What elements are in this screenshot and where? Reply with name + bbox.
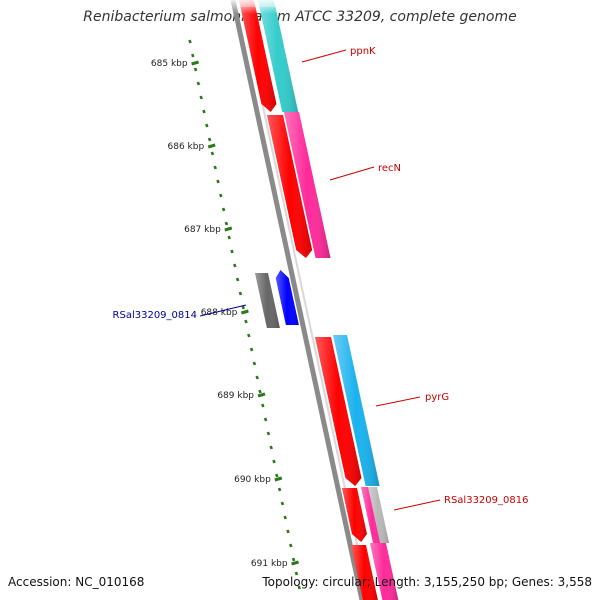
label-leader-ppnK [301,49,347,63]
cds-bar-shading [267,115,313,258]
ruler-tick-label: 686 kbp [168,142,205,152]
gene-bar-pyrg-shading [333,335,380,486]
ruler-minor-tick [224,221,229,226]
gene-bar-rsal0816-shading [368,487,390,543]
accession-text: Accession: NC_010168 [8,575,145,589]
ruler-minor-tick [252,361,257,366]
ruler-minor-tick [263,417,268,422]
ruler-minor-tick [294,571,299,576]
ruler-minor-tick [291,557,296,562]
cds-bar-shading [342,488,367,542]
map-title: Renibacterium salmoninarum ATCC 33209, c… [83,9,517,25]
ruler-minor-tick [289,543,293,548]
ruler-minor-tick [277,487,282,492]
ruler-minor-tick [207,137,212,142]
gene-track [237,0,399,600]
ruler-minor-tick [247,333,251,338]
ruler-minor-tick [235,277,240,282]
ruler-major-tick [191,60,200,66]
ruler-minor-tick [199,95,203,100]
gene-bar-recn-shading [284,112,331,258]
gene-label-pyrG[interactable]: pyrG [425,392,449,403]
cds-bar-shading [239,0,277,112]
ruler-minor-tick [227,235,231,240]
ruler-minor-tick [188,39,192,44]
ruler-minor-tick [297,585,301,590]
ruler-tick-label: 688 kbp [201,308,238,318]
ruler-tick-label: 689 kbp [217,391,254,401]
ruler-minor-tick [205,123,209,128]
ruler-major-tick [224,226,233,232]
ruler-minor-tick [219,193,223,198]
ruler-minor-tick [255,375,259,380]
gene-bar-grey-shading [255,273,280,328]
gene-bar-magenta-shading [370,543,399,600]
gene-label-rsal0816[interactable]: RSal33209_0816 [444,495,528,506]
ruler-minor-tick [213,165,217,170]
ruler: 685 kbp 686 kbp 687 kbp 688 kbp 689 kbp 690 k… [151,39,301,590]
ruler-minor-tick [230,249,234,254]
ruler-minor-tick [233,263,237,268]
ruler-major-tick [207,143,216,149]
ruler-tick-label: 687 kbp [184,225,221,235]
ruler-minor-tick [286,529,290,534]
ruler-minor-tick [238,291,243,296]
label-leader-recN [329,166,375,181]
gene-labels: ppnK recN pyrG RSal33209_0816 RSal33209_0814 [113,46,528,511]
cds-bar-shading [351,545,378,600]
ruler-minor-tick [221,207,226,212]
ruler-minor-tick [249,347,254,352]
ruler-minor-tick [210,151,215,156]
ruler-minor-tick [193,67,198,72]
ruler-minor-tick [244,319,248,324]
ruler-minor-tick [241,305,245,310]
label-leader-rsal0816 [393,499,441,511]
ruler-tick-label: 690 kbp [234,475,271,485]
cds-bar-shading [315,337,362,486]
gene-label-ppnK[interactable]: ppnK [350,46,376,57]
ruler-minor-tick [202,109,206,114]
ruler-tick-label: 691 kbp [251,559,288,569]
ruler-minor-tick [283,515,287,520]
ruler-major-tick [274,476,283,482]
gene-bar-ppnk-shading [258,0,299,112]
ruler-minor-tick [258,389,262,394]
ruler-minor-tick [272,459,276,464]
gene-label-rsal0814[interactable]: RSal33209_0814 [113,310,197,321]
ruler-minor-tick [269,445,273,450]
top-fade [225,0,315,14]
ruler-major-tick [291,560,300,566]
ruler-minor-tick [280,501,285,506]
ruler-tick-label: 685 kbp [151,59,188,69]
ruler-minor-tick [275,473,279,478]
ruler-minor-tick [261,403,265,408]
ruler-minor-tick [266,431,271,436]
ruler-minor-tick [191,53,195,58]
ruler-major-tick [257,392,266,398]
gene-bar-rsal0814-shading [275,270,299,325]
label-leader-rsal0814 [199,304,247,317]
ruler-minor-tick [216,179,220,184]
ruler-major-tick [240,309,249,315]
ruler-minor-tick [196,81,201,86]
gene-label-recN[interactable]: recN [378,163,401,174]
label-leader-pyrG [375,396,421,407]
backbone-line [230,0,365,600]
topology-text: Topology: circular; Length: 3,155,250 bp… [262,575,592,589]
